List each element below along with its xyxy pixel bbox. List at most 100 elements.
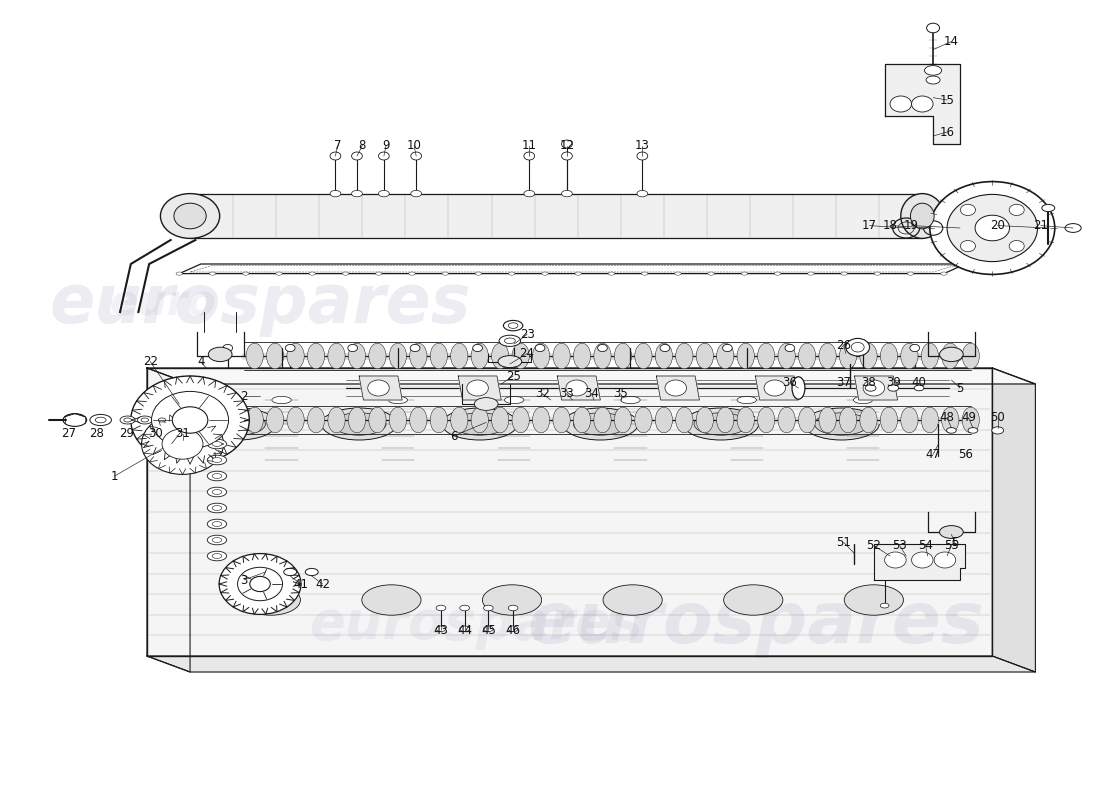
Text: 45: 45 bbox=[481, 624, 496, 637]
Polygon shape bbox=[657, 376, 700, 400]
Ellipse shape bbox=[947, 194, 1037, 262]
Ellipse shape bbox=[266, 407, 284, 433]
Ellipse shape bbox=[608, 272, 615, 275]
Ellipse shape bbox=[451, 407, 468, 433]
Ellipse shape bbox=[960, 204, 976, 215]
Ellipse shape bbox=[758, 407, 774, 433]
Ellipse shape bbox=[573, 413, 627, 435]
Text: 4: 4 bbox=[197, 355, 205, 368]
Ellipse shape bbox=[992, 426, 1003, 434]
Text: 32: 32 bbox=[535, 387, 550, 400]
Ellipse shape bbox=[723, 344, 733, 351]
Ellipse shape bbox=[212, 506, 222, 510]
Text: 16: 16 bbox=[939, 126, 955, 138]
Ellipse shape bbox=[430, 343, 448, 369]
Ellipse shape bbox=[901, 407, 918, 433]
Ellipse shape bbox=[901, 343, 918, 369]
Ellipse shape bbox=[410, 344, 420, 351]
Ellipse shape bbox=[328, 407, 345, 433]
Text: 6: 6 bbox=[450, 430, 458, 442]
Ellipse shape bbox=[430, 407, 448, 433]
Ellipse shape bbox=[309, 272, 316, 275]
Text: 46: 46 bbox=[506, 624, 520, 637]
Polygon shape bbox=[147, 368, 190, 672]
Ellipse shape bbox=[921, 407, 938, 433]
Ellipse shape bbox=[96, 418, 106, 422]
Ellipse shape bbox=[874, 272, 881, 275]
Ellipse shape bbox=[483, 585, 541, 615]
Ellipse shape bbox=[573, 343, 591, 369]
Ellipse shape bbox=[924, 66, 942, 75]
Text: 27: 27 bbox=[60, 427, 76, 440]
Ellipse shape bbox=[152, 391, 229, 449]
Ellipse shape bbox=[512, 343, 529, 369]
Text: 5: 5 bbox=[956, 382, 964, 394]
Ellipse shape bbox=[409, 272, 415, 275]
Text: 12: 12 bbox=[560, 139, 574, 152]
Ellipse shape bbox=[154, 416, 169, 424]
Ellipse shape bbox=[921, 343, 938, 369]
Text: 24: 24 bbox=[519, 347, 535, 360]
Ellipse shape bbox=[860, 407, 877, 433]
Ellipse shape bbox=[1065, 223, 1081, 232]
Text: 30: 30 bbox=[148, 427, 163, 440]
Ellipse shape bbox=[207, 503, 227, 513]
Text: 9: 9 bbox=[383, 139, 389, 152]
Ellipse shape bbox=[553, 343, 570, 369]
Ellipse shape bbox=[498, 355, 521, 367]
Ellipse shape bbox=[212, 458, 222, 462]
Ellipse shape bbox=[635, 343, 652, 369]
Ellipse shape bbox=[939, 347, 964, 362]
Text: 26: 26 bbox=[836, 339, 851, 352]
Ellipse shape bbox=[562, 190, 572, 197]
Ellipse shape bbox=[471, 343, 488, 369]
Ellipse shape bbox=[207, 551, 227, 561]
Ellipse shape bbox=[63, 414, 87, 426]
Ellipse shape bbox=[223, 344, 232, 351]
Ellipse shape bbox=[614, 407, 631, 433]
Ellipse shape bbox=[246, 343, 263, 369]
Ellipse shape bbox=[453, 413, 507, 435]
Ellipse shape bbox=[367, 380, 389, 396]
Ellipse shape bbox=[532, 343, 550, 369]
Ellipse shape bbox=[839, 343, 857, 369]
Text: 20: 20 bbox=[990, 219, 1005, 232]
Text: 29: 29 bbox=[119, 427, 134, 440]
Ellipse shape bbox=[176, 272, 183, 275]
Ellipse shape bbox=[864, 380, 884, 396]
Ellipse shape bbox=[352, 152, 362, 160]
Ellipse shape bbox=[792, 377, 805, 399]
Ellipse shape bbox=[524, 190, 535, 197]
Ellipse shape bbox=[683, 408, 759, 440]
Ellipse shape bbox=[562, 140, 572, 148]
Text: 3: 3 bbox=[240, 574, 248, 586]
Ellipse shape bbox=[1042, 204, 1055, 212]
Ellipse shape bbox=[505, 338, 515, 344]
Ellipse shape bbox=[940, 272, 947, 275]
Ellipse shape bbox=[484, 626, 493, 632]
Text: 43: 43 bbox=[433, 624, 449, 637]
Ellipse shape bbox=[352, 190, 362, 197]
Ellipse shape bbox=[565, 380, 587, 396]
Ellipse shape bbox=[201, 408, 276, 440]
Ellipse shape bbox=[141, 418, 149, 422]
Ellipse shape bbox=[207, 471, 227, 481]
Ellipse shape bbox=[890, 96, 912, 112]
Ellipse shape bbox=[804, 408, 879, 440]
Ellipse shape bbox=[471, 407, 488, 433]
Ellipse shape bbox=[512, 407, 529, 433]
Ellipse shape bbox=[603, 585, 662, 615]
Ellipse shape bbox=[1009, 241, 1024, 252]
Ellipse shape bbox=[276, 272, 283, 275]
Ellipse shape bbox=[1009, 204, 1024, 215]
Ellipse shape bbox=[942, 407, 959, 433]
Ellipse shape bbox=[637, 190, 648, 197]
Ellipse shape bbox=[541, 272, 548, 275]
Text: euro: euro bbox=[109, 283, 217, 325]
Ellipse shape bbox=[492, 343, 509, 369]
Ellipse shape bbox=[926, 76, 940, 84]
Ellipse shape bbox=[724, 585, 783, 615]
Ellipse shape bbox=[238, 567, 283, 601]
Ellipse shape bbox=[90, 414, 111, 426]
Ellipse shape bbox=[492, 407, 509, 433]
